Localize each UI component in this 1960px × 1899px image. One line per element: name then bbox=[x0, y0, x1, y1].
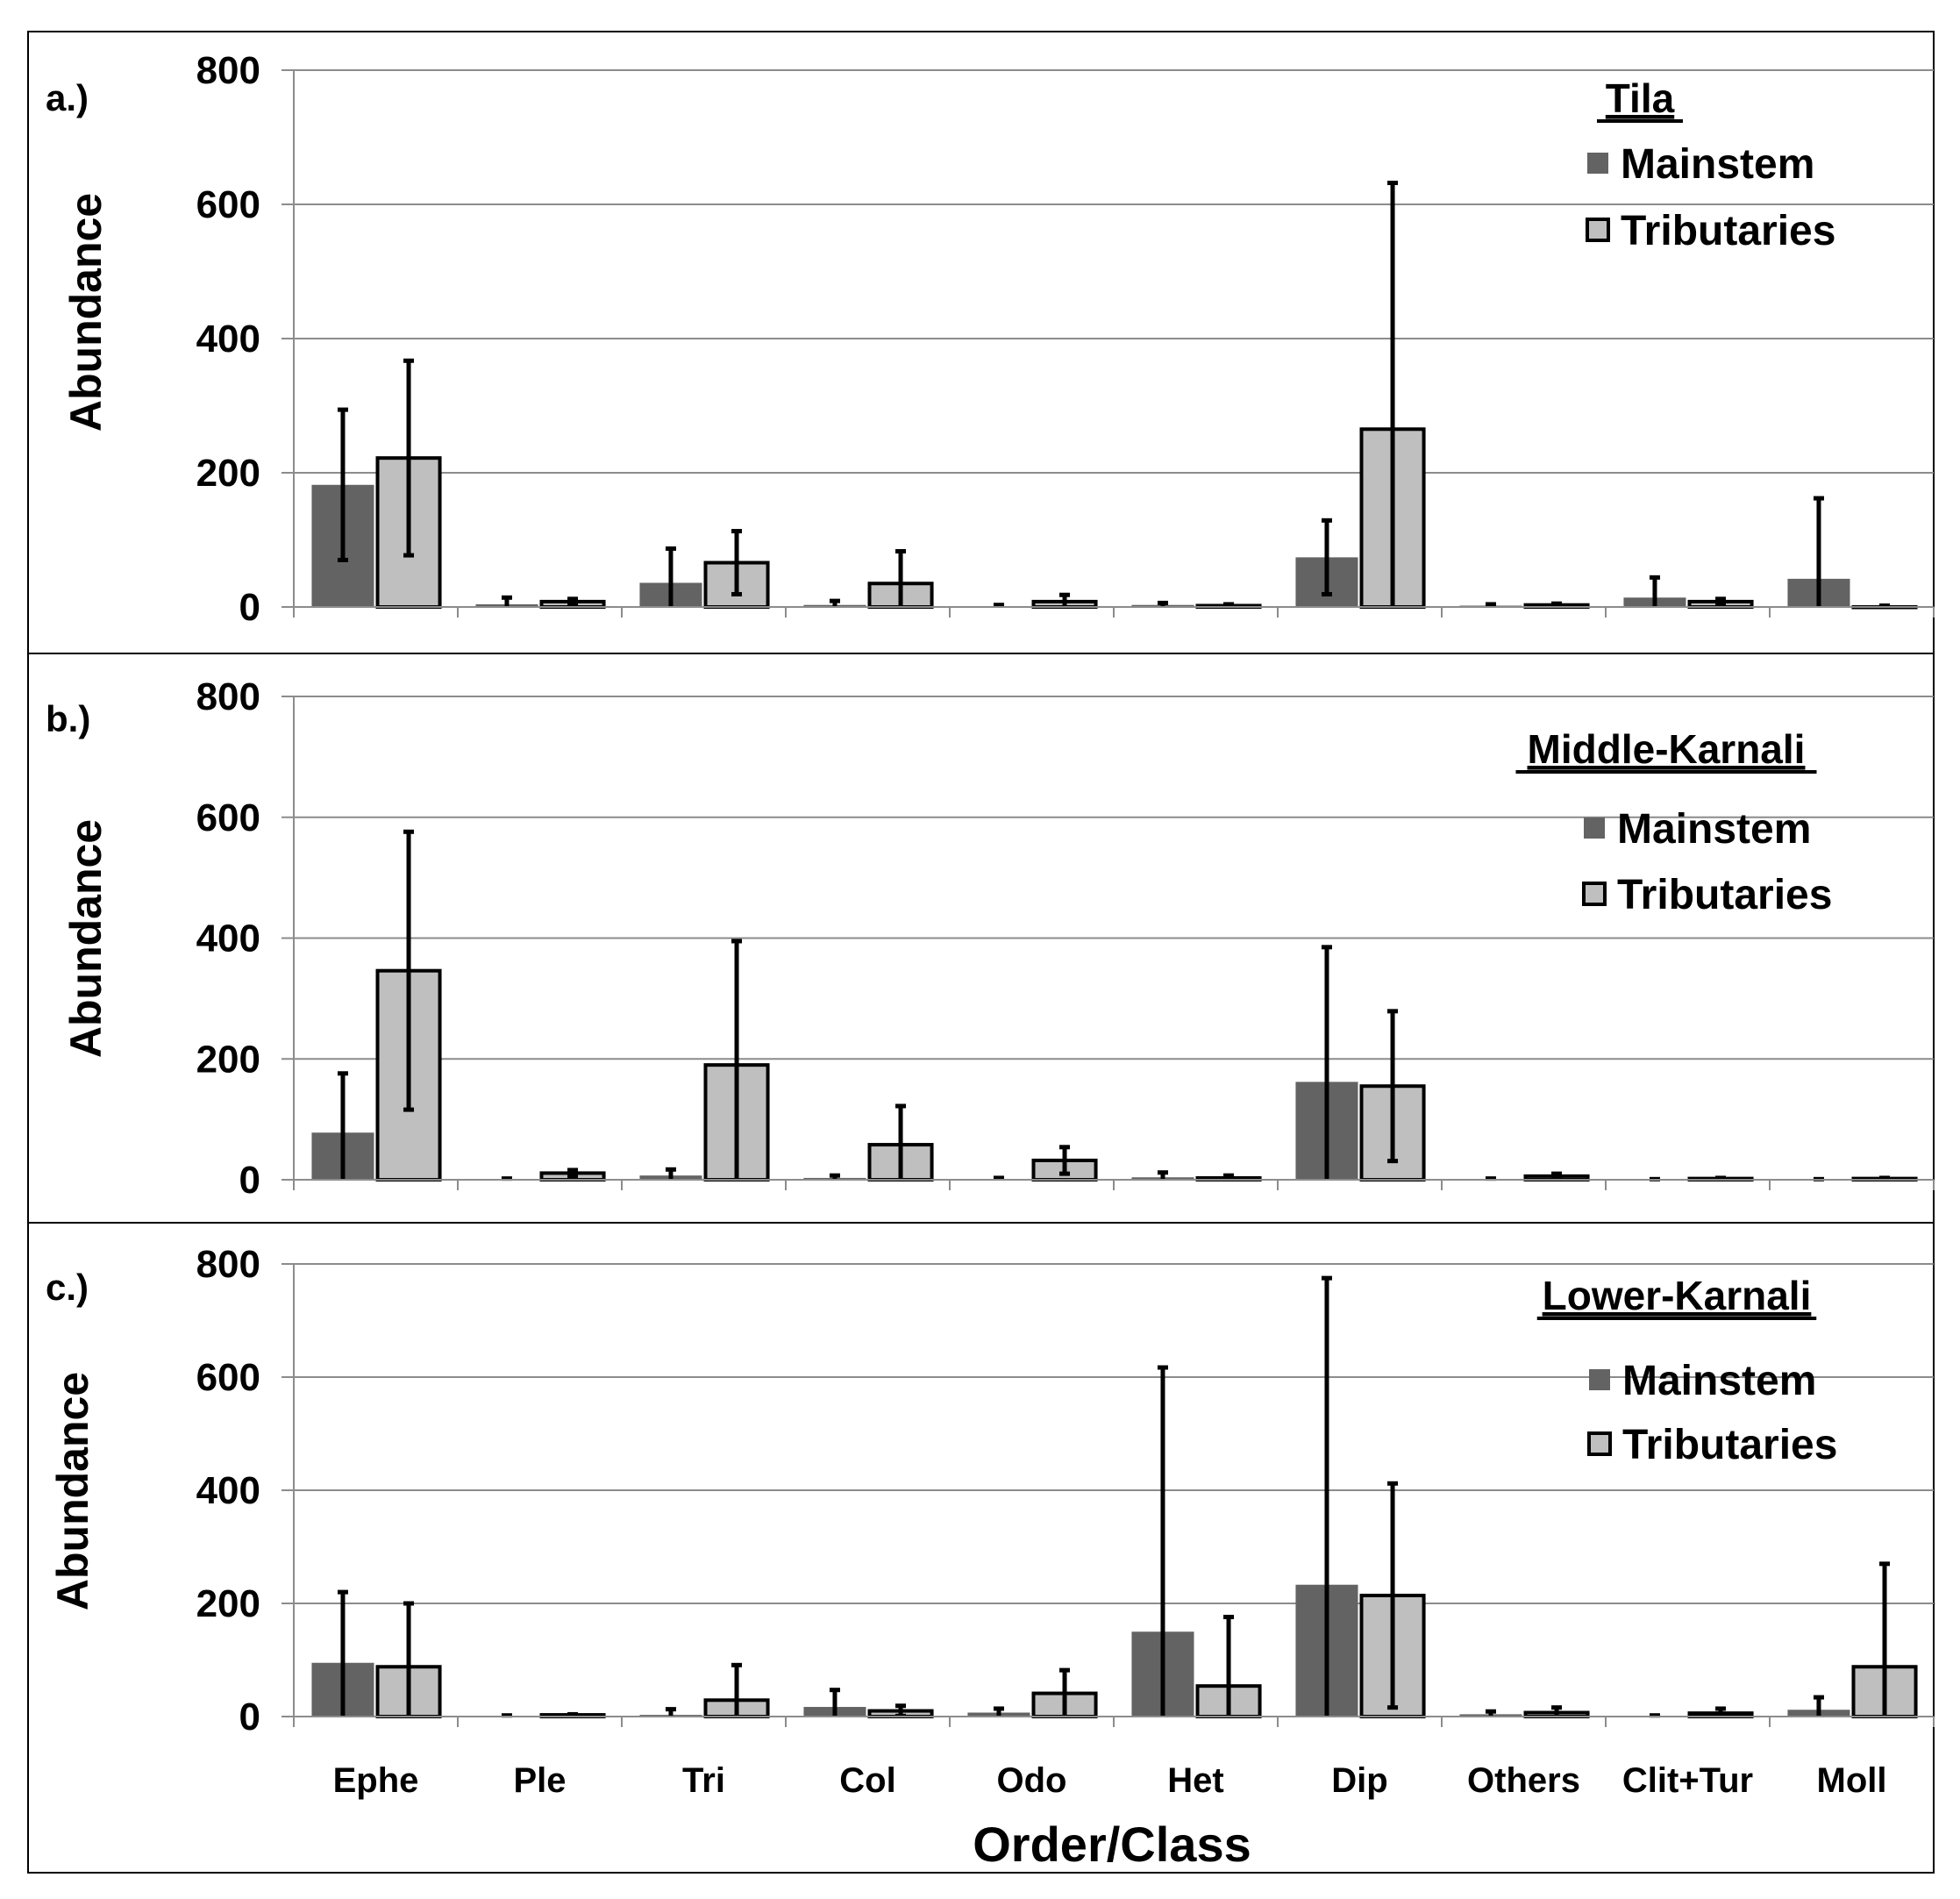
y-tick-label: 400 bbox=[196, 318, 260, 361]
y-tick-label: 600 bbox=[196, 796, 260, 839]
legend: Mainstem Tributaries bbox=[1586, 141, 1835, 254]
legend-swatch-mainstem bbox=[1589, 1369, 1610, 1390]
y-tick-label: 200 bbox=[196, 452, 260, 495]
x-tick-label: Dip bbox=[1331, 1761, 1387, 1800]
y-tick-label: 800 bbox=[196, 675, 260, 718]
legend-label-mainstem: Mainstem bbox=[1617, 806, 1811, 853]
legend-swatch-mainstem bbox=[1584, 817, 1605, 839]
y-axis-title: Abundance bbox=[61, 193, 110, 432]
x-axis-title: Order/Class bbox=[973, 1817, 1251, 1872]
y-tick-label: 0 bbox=[239, 1159, 260, 1202]
legend-label-mainstem: Mainstem bbox=[1622, 1358, 1816, 1404]
legend: Mainstem Tributaries bbox=[1587, 1358, 1837, 1468]
y-tick-label: 200 bbox=[196, 1582, 260, 1625]
y-axis-title: Abundance bbox=[48, 1372, 97, 1610]
y-axis-title: Abundance bbox=[61, 819, 110, 1058]
x-tick-label: Ephe bbox=[333, 1761, 419, 1800]
legend-label-tributaries: Tributaries bbox=[1622, 1422, 1837, 1468]
y-tick-label: 0 bbox=[239, 1696, 260, 1738]
x-tick-label: Het bbox=[1167, 1761, 1223, 1800]
x-tick-label: Tri bbox=[682, 1761, 725, 1800]
panel-frame bbox=[27, 1222, 1935, 1874]
y-tick-label: 600 bbox=[196, 1356, 260, 1399]
x-tick-label: Others bbox=[1467, 1761, 1580, 1800]
x-tick-label: Moll bbox=[1817, 1761, 1887, 1800]
legend-swatch-tributaries bbox=[1586, 218, 1610, 242]
panel-label: c.) bbox=[46, 1267, 89, 1308]
x-tick-label: Clit+Tur bbox=[1622, 1761, 1753, 1800]
legend-label-tributaries: Tributaries bbox=[1617, 872, 1832, 918]
panel-title: Middle-Karnali bbox=[1528, 726, 1806, 772]
panel-3: 0 200 400 600 800 Abundance c.) Lower-Karnali Ma… bbox=[27, 1222, 1935, 1874]
panel-2: 0 200 400 600 800 Abundance b.) Middle-Karnali M… bbox=[27, 653, 1935, 1224]
y-tick-label: 600 bbox=[196, 183, 260, 226]
legend-label-mainstem: Mainstem bbox=[1621, 141, 1814, 188]
panel-label: a.) bbox=[46, 77, 89, 118]
x-tick-label: Col bbox=[839, 1761, 895, 1800]
y-tick-label: 0 bbox=[239, 586, 260, 629]
legend-swatch-tributaries bbox=[1587, 1431, 1612, 1456]
panel-1: 0 200 400 600 800 Abundance a.) Tila Mainstem Tri… bbox=[27, 31, 1935, 654]
x-tick-label: Odo bbox=[997, 1761, 1067, 1800]
x-tick-label: Ple bbox=[513, 1761, 566, 1800]
panel-title: Tila bbox=[1606, 75, 1675, 121]
legend-label-tributaries: Tributaries bbox=[1621, 208, 1835, 254]
legend: Mainstem Tributaries bbox=[1582, 806, 1832, 918]
legend-swatch-mainstem bbox=[1587, 153, 1608, 174]
y-tick-label: 800 bbox=[196, 1243, 260, 1286]
y-tick-label: 400 bbox=[196, 1469, 260, 1512]
legend-swatch-tributaries bbox=[1582, 882, 1607, 906]
y-tick-label: 800 bbox=[196, 49, 260, 92]
y-tick-label: 200 bbox=[196, 1038, 260, 1081]
panels-root: 0 200 400 600 800 Abundance a.) Tila Mainstem Tri… bbox=[27, 31, 1935, 1874]
panel-title: Lower-Karnali bbox=[1543, 1273, 1812, 1318]
y-tick-label: 400 bbox=[196, 917, 260, 960]
panel-label: b.) bbox=[46, 698, 90, 739]
